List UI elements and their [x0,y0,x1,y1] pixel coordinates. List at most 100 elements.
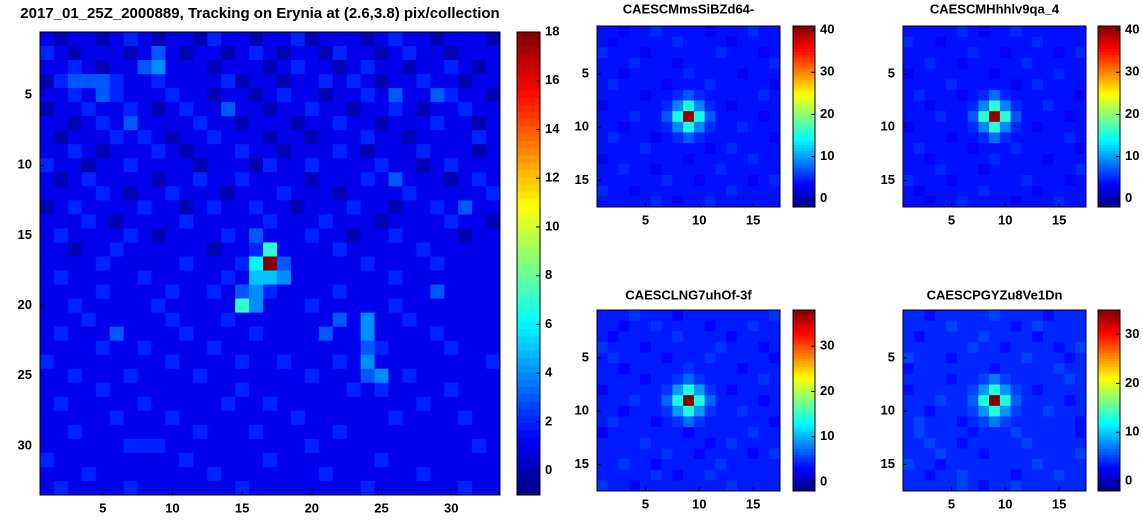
heatmap-cell [704,132,716,144]
heatmap-cell [693,363,706,375]
colorbar-step [1098,360,1120,365]
heatmap-cell [249,354,264,370]
heatmap-cell [374,284,389,299]
heatmap-cell [304,256,320,271]
heatmap-cell [597,153,609,165]
heatmap-cell [346,228,362,243]
heatmap-cell [360,284,375,299]
heatmap-cell [597,175,609,187]
heatmap-cell [704,153,716,165]
heatmap-cell [726,469,738,481]
heatmap-cell [640,57,652,69]
heatmap-cell [629,363,641,375]
heatmap-cell [137,242,152,257]
heatmap-cell [978,153,990,165]
colorbar-step [793,156,815,160]
heatmap-cell [137,200,152,215]
heatmap-cell [81,466,97,482]
heatmap-cell [304,102,320,117]
heatmap-cell [430,396,445,412]
heatmap-cell [683,395,695,407]
heatmap-cell [346,452,362,468]
heatmap-cell [360,438,375,454]
heatmap-cell [95,368,111,384]
heatmap-cell [597,480,609,492]
heatmap-cell [249,326,264,342]
heatmap-cell [597,320,609,332]
heatmap-cell [650,384,662,396]
heatmap-cell [179,74,194,89]
heatmap-cell [179,298,194,314]
heatmap-cell [332,452,348,468]
heatmap-cell [486,144,501,159]
heatmap-cell [640,121,652,133]
heatmap-cell [444,438,459,454]
heatmap-cell [179,396,194,412]
heatmap-cell [458,312,473,328]
heatmap-cell [95,256,111,271]
heatmap-cell [999,469,1012,481]
heatmap-cell [1075,331,1087,343]
heatmap-cell [769,437,781,449]
heatmap-cell [1064,405,1076,417]
heatmap-cell [458,130,473,145]
heatmap-cell [276,424,292,440]
heatmap-cell [704,320,716,332]
heatmap-cell [747,427,759,439]
y-tick-label: 5 [25,87,32,102]
colorbar-step [793,99,815,103]
colorbar-step [517,104,540,113]
colorbar-step [1098,363,1120,368]
heatmap-cell [607,47,619,59]
heatmap-cell [95,200,111,215]
heatmap-cell [402,186,417,201]
heatmap-cell [165,74,180,89]
colorbar-step [1098,369,1120,373]
colorbar-step [793,386,815,390]
heatmap-cell [318,186,334,201]
heatmap-cell [924,111,936,123]
heatmap-cell [458,382,473,398]
colorbar-step [517,212,540,221]
heatmap-cell [978,79,990,91]
heatmap-cell [650,480,662,492]
heatmap-cell [276,410,292,426]
heatmap-cell [597,469,609,481]
heatmap-cell [53,312,69,328]
heatmap-cell [235,326,250,342]
heatmap-cell [304,60,320,75]
heatmap-cell [486,368,501,384]
heatmap-cell [179,354,194,370]
heatmap-cell [956,480,968,492]
heatmap-cell [715,100,727,112]
heatmap-cell [597,26,609,38]
heatmap-cell [650,320,662,332]
heatmap-cell [672,36,684,48]
heatmap-cell [956,196,968,208]
heatmap-cell [1032,427,1044,439]
heatmap-cell [374,424,389,440]
heatmap-cell [640,395,652,407]
heatmap-cell [40,466,55,482]
heatmap-cell [472,228,487,243]
heatmap-cell [1021,196,1033,208]
heatmap-cell [221,214,236,229]
heatmap-cell [388,298,403,314]
heatmap-cell [402,60,417,75]
heatmap-cell [618,36,630,48]
heatmap-cell [276,256,292,271]
heatmap-cell [458,242,473,257]
heatmap-cell [989,320,1001,332]
heatmap-cell [683,36,695,48]
heatmap-cell [109,298,125,314]
heatmap-cell [332,354,348,370]
heatmap-cell [672,47,684,59]
colorbar-step [517,451,540,460]
heatmap-cell [935,310,947,322]
heatmap-cell [67,158,83,173]
heatmap-cell [486,312,501,328]
heatmap-cell [53,424,69,440]
heatmap-cell [179,88,194,103]
